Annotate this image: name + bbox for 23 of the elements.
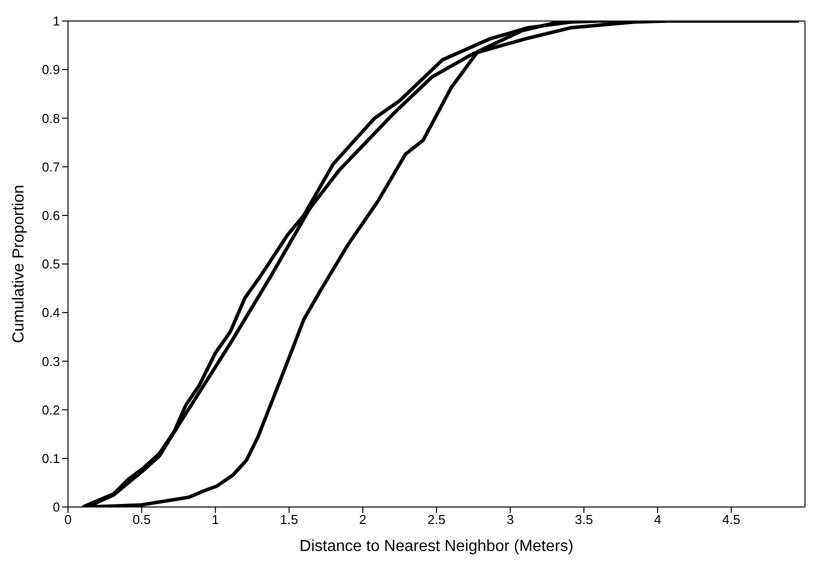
y-tick-label: 0.2: [42, 402, 60, 418]
x-tick-label: 1.5: [280, 512, 298, 528]
x-tick-label: 3.5: [574, 512, 593, 528]
x-tick-label: 4.5: [722, 512, 740, 528]
y-tick-label: 0.6: [42, 208, 60, 224]
y-tick-label: 0.9: [42, 62, 60, 78]
x-tick-label: 0.5: [132, 512, 151, 528]
y-tick-label: 0.5: [42, 256, 60, 272]
y-tick-label: 0.1: [42, 451, 60, 466]
y-tick-label: 0.7: [42, 159, 60, 174]
x-tick-label: 0: [64, 512, 72, 528]
y-tick-label: 0: [52, 500, 60, 515]
x-tick-label: 2: [359, 512, 366, 528]
y-tick-label: 0.8: [42, 110, 60, 126]
x-tick-label: 2.5: [427, 512, 446, 528]
y-tick-label: 0.4: [42, 305, 60, 320]
x-tick-label: 3: [506, 512, 514, 528]
y-tick-label: 0.3: [42, 354, 60, 369]
x-tick-label: 1: [212, 512, 220, 528]
x-tick-label: 4: [654, 512, 662, 528]
x-axis-title: Distance to Nearest Neighbor (Meters): [300, 538, 574, 555]
y-axis-title: Cumulative Proportion: [10, 184, 28, 344]
y-tick-label: 1: [52, 14, 60, 29]
